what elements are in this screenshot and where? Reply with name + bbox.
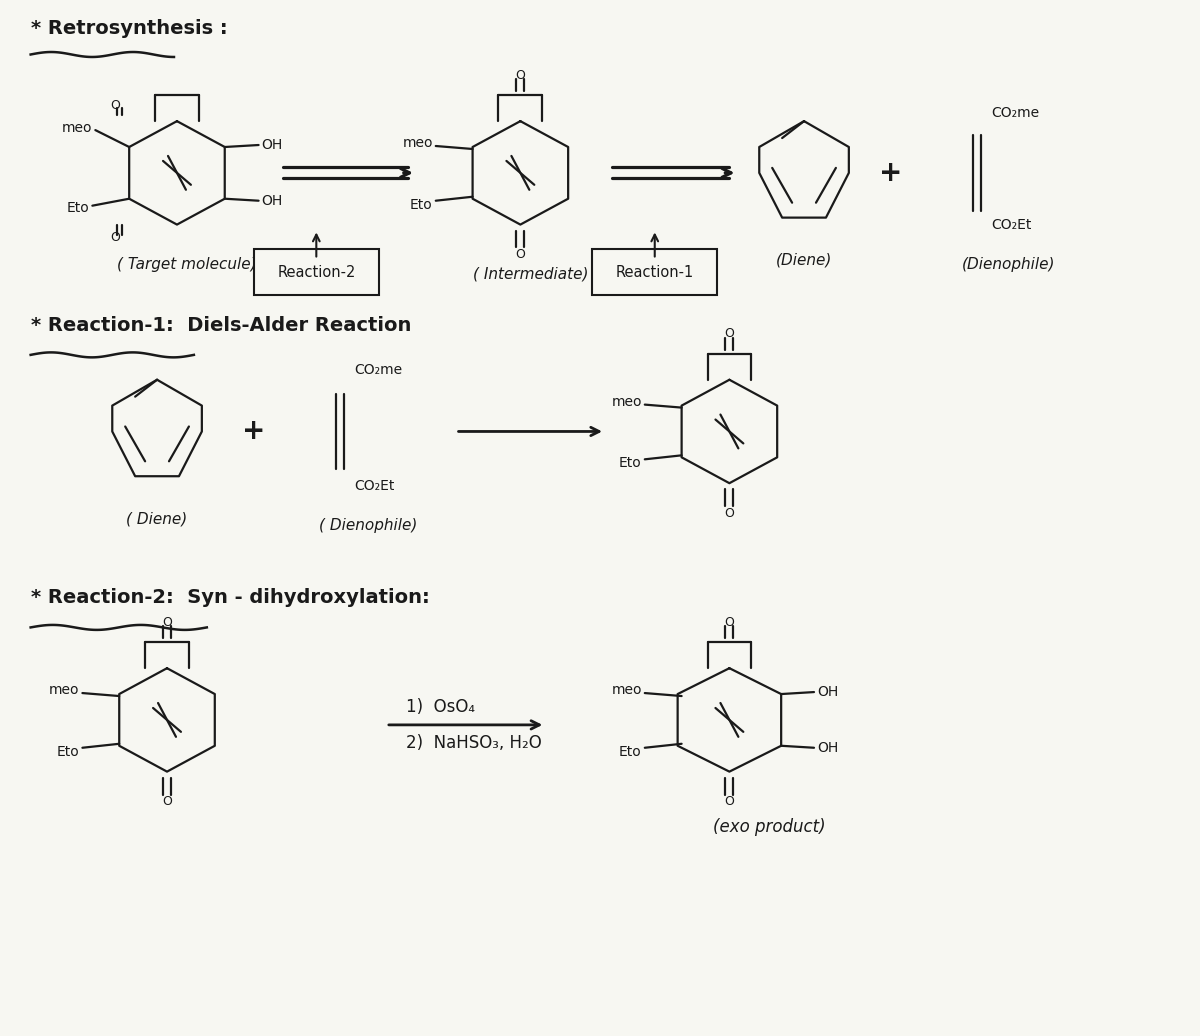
- Text: OH: OH: [262, 138, 283, 152]
- Text: (Dienophile): (Dienophile): [961, 257, 1055, 271]
- Text: O: O: [725, 507, 734, 519]
- Text: O: O: [110, 231, 120, 244]
- Text: O: O: [110, 98, 120, 112]
- Text: (exo product): (exo product): [713, 818, 826, 836]
- Text: CO₂me: CO₂me: [991, 106, 1039, 120]
- Text: meo: meo: [62, 121, 92, 135]
- Text: CO₂Et: CO₂Et: [991, 218, 1032, 232]
- Text: Eto: Eto: [619, 745, 642, 758]
- Text: * Reaction-2:  Syn - dihydroxylation:: * Reaction-2: Syn - dihydroxylation:: [31, 588, 430, 607]
- Text: Eto: Eto: [56, 745, 79, 758]
- Text: CO₂Et: CO₂Et: [354, 480, 395, 493]
- Text: Eto: Eto: [619, 456, 642, 470]
- Text: 2)  NaHSO₃, H₂O: 2) NaHSO₃, H₂O: [406, 733, 541, 752]
- Text: +: +: [242, 418, 265, 445]
- Text: * Retrosynthesis :: * Retrosynthesis :: [31, 19, 227, 38]
- Text: +: +: [878, 159, 902, 186]
- Text: O: O: [516, 248, 526, 261]
- Text: CO₂me: CO₂me: [354, 363, 402, 377]
- Text: O: O: [162, 616, 172, 629]
- Text: Reaction-2: Reaction-2: [277, 265, 355, 280]
- Text: O: O: [725, 327, 734, 341]
- Text: OH: OH: [262, 194, 283, 207]
- Text: O: O: [516, 68, 526, 82]
- Text: * Reaction-1:  Diels-Alder Reaction: * Reaction-1: Diels-Alder Reaction: [31, 316, 412, 335]
- Text: O: O: [725, 616, 734, 629]
- Text: Eto: Eto: [67, 201, 89, 214]
- Text: meo: meo: [402, 136, 433, 150]
- Text: O: O: [725, 795, 734, 808]
- Text: ( Dienophile): ( Dienophile): [319, 518, 418, 534]
- Text: O: O: [162, 795, 172, 808]
- Text: 1)  OsO₄: 1) OsO₄: [406, 698, 475, 716]
- Text: ( Diene): ( Diene): [126, 512, 187, 526]
- Text: meo: meo: [611, 683, 642, 697]
- Text: meo: meo: [49, 683, 79, 697]
- Text: (Diene): (Diene): [776, 253, 833, 268]
- Text: ( Target molecule): ( Target molecule): [118, 257, 257, 271]
- Text: meo: meo: [611, 395, 642, 408]
- Text: OH: OH: [817, 741, 839, 755]
- Text: OH: OH: [817, 685, 839, 699]
- Text: ( Intermediate): ( Intermediate): [473, 267, 588, 282]
- Text: Eto: Eto: [410, 198, 433, 211]
- Text: Reaction-1: Reaction-1: [616, 265, 694, 280]
